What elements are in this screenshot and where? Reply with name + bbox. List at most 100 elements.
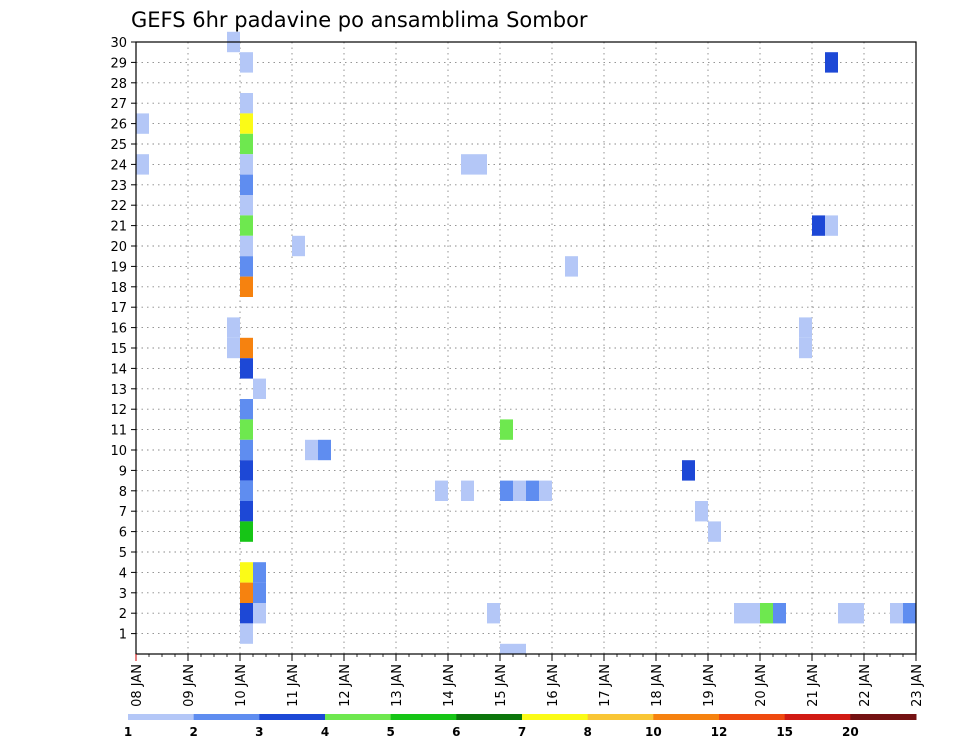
precip-cell [461, 154, 474, 175]
precip-cell [461, 480, 474, 501]
x-tick-label: 10 JAN [234, 664, 249, 707]
colorbar-segment [587, 714, 654, 720]
colorbar-segment [325, 714, 392, 720]
precip-cell [240, 419, 253, 440]
y-tick-label: 25 [110, 138, 127, 153]
precip-cell [526, 480, 539, 501]
precip-cell [539, 480, 552, 501]
x-tick-label: 15 JAN [494, 664, 509, 707]
x-tick-label: 21 JAN [806, 664, 821, 707]
precip-cell [240, 174, 253, 195]
y-tick-label: 28 [110, 77, 127, 92]
y-tick-label: 1 [119, 628, 127, 643]
colorbar-segment [719, 714, 786, 720]
colorbar-tick-label: 3 [255, 725, 263, 739]
precip-cell [292, 235, 305, 257]
chart-title: GEFS 6hr padavine po ansamblima Sombor [131, 8, 588, 32]
y-tick-label: 26 [110, 118, 127, 133]
y-tick-label: 16 [110, 322, 127, 337]
colorbar-segment [193, 714, 260, 720]
x-tick-label: 18 JAN [650, 664, 665, 707]
precip-cell [240, 256, 253, 277]
colorbar-segment [456, 714, 523, 720]
x-tick-label: 16 JAN [546, 664, 561, 707]
precip-cell [500, 480, 513, 501]
precip-cell [695, 501, 708, 522]
y-tick-label: 12 [110, 403, 127, 418]
y-tick-label: 3 [119, 587, 127, 602]
y-tick-label: 13 [110, 383, 127, 398]
y-tick-label: 18 [110, 281, 127, 296]
precip-cell [513, 643, 526, 654]
precip-cell [240, 501, 253, 522]
colorbar-tick-label: 12 [711, 725, 728, 739]
precip-cell [227, 317, 240, 338]
y-tick-label: 24 [110, 158, 127, 173]
precip-cell [227, 337, 240, 359]
colorbar-tick-label: 6 [452, 725, 460, 739]
precip-cell [565, 256, 578, 277]
precipitation-cells [136, 31, 916, 654]
colorbar-segment [850, 714, 917, 720]
precip-cell [253, 562, 266, 583]
precip-cell [890, 603, 903, 624]
colorbar-tick-label: 15 [776, 725, 793, 739]
y-tick-label: 27 [110, 97, 127, 112]
x-tick-label: 14 JAN [442, 664, 457, 707]
y-tick-label: 15 [110, 342, 127, 357]
precip-cell [903, 603, 916, 624]
colorbar-segment [522, 714, 589, 720]
y-tick-label: 10 [110, 444, 127, 459]
y-tick-label: 7 [119, 505, 127, 520]
precip-cell [708, 521, 721, 542]
y-tick-label: 23 [110, 179, 127, 194]
colorbar-tick-label: 2 [189, 725, 197, 739]
precip-cell [500, 419, 513, 440]
y-tick-label: 20 [110, 240, 127, 255]
precip-cell [487, 603, 500, 624]
precip-cell [136, 113, 149, 134]
precip-cell [240, 337, 253, 359]
y-tick-label: 19 [110, 260, 127, 275]
precip-cell [253, 378, 266, 399]
precip-cell [253, 582, 266, 603]
precip-cell [747, 603, 760, 624]
colorbar-segment [259, 714, 326, 720]
precip-cell [240, 93, 253, 114]
precip-cell [500, 643, 513, 654]
precip-cell [799, 317, 812, 338]
precip-cell [851, 603, 864, 624]
y-tick-label: 4 [119, 566, 127, 581]
y-tick-label: 2 [119, 607, 127, 622]
x-tick-label: 12 JAN [338, 664, 353, 707]
colorbar-tick-label: 8 [583, 725, 591, 739]
y-tick-label: 14 [110, 362, 127, 377]
precip-cell [825, 52, 838, 73]
y-tick-label: 8 [119, 485, 127, 500]
precip-cell [240, 582, 253, 603]
y-tick-label: 5 [119, 546, 127, 561]
x-tick-label: 19 JAN [702, 664, 717, 707]
y-tick-label: 17 [110, 301, 127, 316]
precip-cell [240, 113, 253, 134]
precip-cell [136, 154, 149, 175]
x-tick-label: 11 JAN [286, 664, 301, 707]
precip-cell [240, 235, 253, 257]
precip-cell [240, 521, 253, 542]
x-axis: 08 JAN 09 JAN 10 JAN 11 JAN 12 JAN 13 JAN 14 J… [130, 654, 925, 707]
precip-cell [240, 603, 253, 624]
y-tick-label: 6 [119, 526, 127, 541]
precip-cell [513, 480, 526, 501]
precip-cell [682, 460, 695, 481]
y-tick-label: 30 [110, 36, 127, 51]
colorbar-tick-label: 7 [518, 725, 526, 739]
colorbar-segment [653, 714, 720, 720]
precip-cell [240, 52, 253, 73]
grid-lines [136, 42, 916, 654]
colorbar-tick-label: 5 [386, 725, 394, 739]
x-tick-label: 09 JAN [182, 664, 197, 707]
x-tick-label: 17 JAN [598, 664, 613, 707]
precip-cell [240, 439, 253, 461]
y-tick-label: 11 [110, 424, 127, 439]
